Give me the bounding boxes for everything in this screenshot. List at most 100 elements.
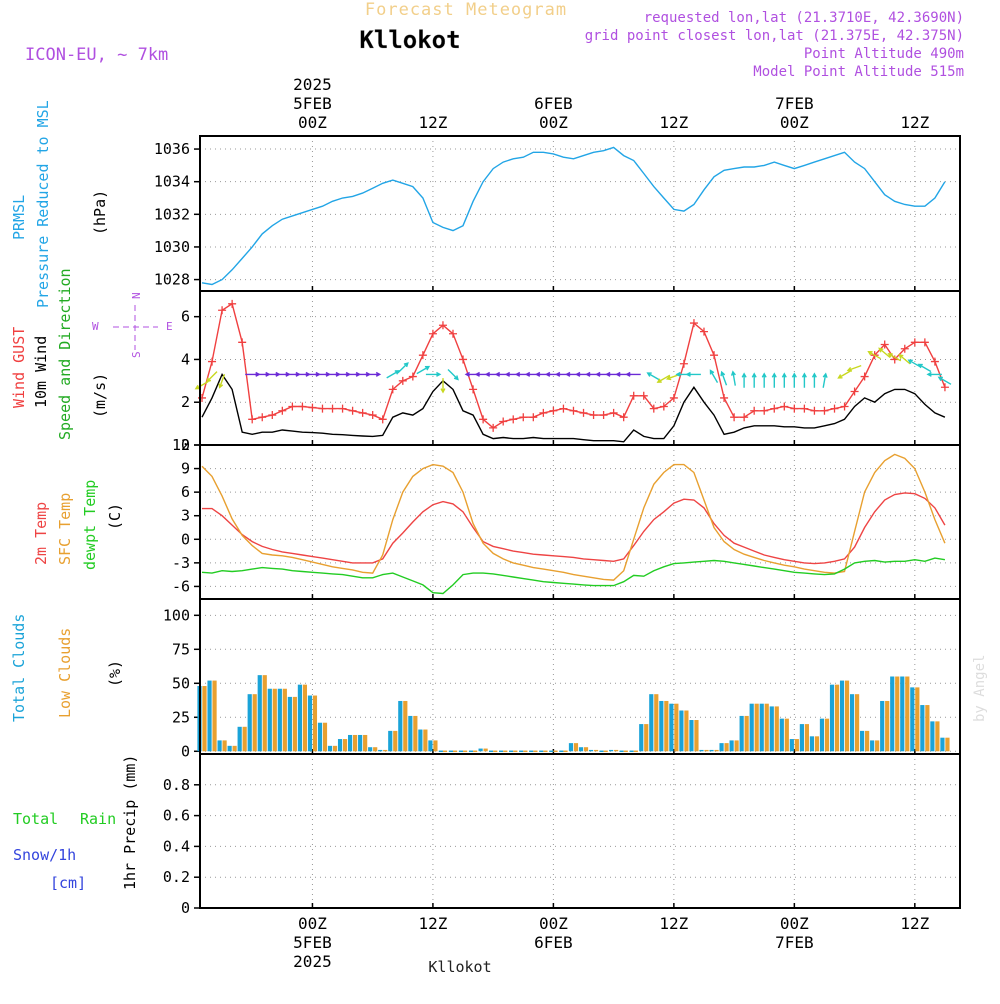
top-axis-label: 00Z — [780, 113, 809, 132]
gust-marker — [428, 329, 437, 338]
footer-location: Kllokot — [428, 958, 491, 976]
low-cloud-bar — [915, 687, 920, 752]
low-cloud-bar — [322, 722, 328, 752]
total-cloud-bar — [789, 739, 794, 752]
rain-label: Rain — [80, 810, 116, 828]
wind-direction-arrow — [761, 372, 767, 388]
low-cloud-bar — [905, 676, 910, 752]
gust-marker — [810, 406, 819, 415]
bottom-axis-label: 2025 — [293, 952, 332, 971]
2m-temp-line — [202, 492, 946, 565]
sfc-label: SFC Temp — [56, 493, 74, 565]
total-cloud-bar — [880, 700, 885, 752]
compass-e: E — [166, 320, 173, 333]
total-cloud-bar — [659, 700, 664, 752]
low-cloud-bar — [784, 718, 789, 752]
total-cloud-bar — [829, 684, 835, 752]
low-cloud-bar — [704, 749, 709, 752]
low-cloud-bar — [433, 740, 438, 752]
wind-direction-arrow — [386, 370, 401, 379]
bottom-axis-label: 12Z — [659, 914, 688, 933]
dewpt-temp-line — [201, 557, 946, 595]
low-cloud-bar — [774, 706, 779, 752]
cloud-unit: (%) — [106, 660, 124, 687]
low-cloud-bar — [754, 703, 759, 752]
snow-label: Snow/1h — [13, 846, 76, 864]
gust-marker — [398, 376, 407, 385]
gust-marker — [208, 357, 217, 366]
total-cloud-bar — [428, 740, 433, 752]
top-axis-label: 12Z — [900, 113, 929, 132]
panels: 102810301032103410360246-6-3036912025507… — [154, 135, 961, 917]
wind-direction-arrow — [447, 369, 459, 381]
total-cloud-bar — [337, 739, 343, 752]
wind-direction-arrow — [416, 365, 431, 375]
gust-marker — [780, 402, 789, 411]
total-cloud-bar — [709, 749, 714, 752]
top-axis-label: 6FEB — [534, 94, 573, 113]
total-cloud-bar — [478, 748, 483, 752]
total-cloud-bar — [568, 743, 574, 752]
gust-marker — [699, 327, 708, 336]
y-tick-label: 0.8 — [163, 776, 190, 794]
gust-marker — [358, 408, 367, 417]
compass-n: N — [130, 292, 143, 299]
low-cloud-bar — [252, 694, 257, 752]
wind-direction-arrow — [811, 372, 817, 388]
gust-marker — [689, 319, 698, 328]
gust-marker — [328, 404, 337, 413]
bottom-axis-label: 12Z — [418, 914, 447, 933]
total-cloud-bar — [217, 740, 222, 752]
gust-marker — [930, 357, 939, 366]
wind-direction-arrow — [837, 370, 851, 379]
wind-direction-arrow — [625, 371, 641, 377]
low-cloud-bar — [865, 730, 870, 752]
total-cloud-bar — [358, 734, 363, 752]
total-cloud-bar — [729, 740, 734, 752]
total-cloud-bar — [669, 703, 674, 752]
low-cloud-bar — [373, 747, 378, 752]
y-tick-label: 1030 — [154, 238, 190, 256]
total-cloud-bar — [257, 675, 262, 752]
low-cloud-bar — [232, 745, 237, 752]
y-tick-label: 100 — [163, 606, 190, 624]
y-tick-label: 25 — [172, 708, 190, 726]
10m-wind-line — [201, 372, 946, 443]
low-cloud-bar — [342, 739, 348, 752]
total-cloud-bar — [819, 718, 825, 752]
low-cloud-bar — [242, 726, 247, 752]
low-cloud-bar — [353, 734, 358, 752]
y-tick-label: 0.6 — [163, 807, 190, 825]
low-cloud-bar — [282, 688, 287, 752]
total-cloud-bar — [578, 747, 584, 752]
bottom-axis-label: 00Z — [780, 914, 809, 933]
total-cloud-bar — [699, 749, 704, 752]
wind-direction-arrow — [822, 372, 828, 388]
model-point-altitude: Model Point Altitude 515m — [753, 64, 964, 80]
temp-panel: -6 -3 0 3 6 9 12 — [172, 436, 961, 600]
bottom-axis-label: 5FEB — [293, 933, 332, 952]
low-cloud-bar — [363, 734, 368, 752]
gust-marker — [569, 406, 578, 415]
gust-marker — [710, 351, 719, 360]
pressure-label-2: Pressure Reduced to MSL — [34, 100, 52, 308]
low-cloud-bar — [292, 696, 297, 752]
low-cloud-bar — [854, 694, 860, 752]
total-cloud-bar — [267, 688, 272, 752]
wind-direction-arrow — [397, 362, 409, 374]
y-tick-label: 0 — [181, 530, 190, 548]
wind-direction-arrow — [720, 370, 728, 386]
y-tick-label: -6 — [172, 577, 190, 595]
low-clouds-label: Low Clouds — [56, 628, 74, 718]
gust-marker — [579, 408, 588, 417]
low-cloud-bar — [583, 747, 589, 752]
low-cloud-bar — [945, 737, 950, 752]
bottom-axis-label: 12Z — [900, 914, 929, 933]
gust-marker — [730, 413, 739, 422]
total-cloud-bar — [870, 740, 875, 752]
low-cloud-bar — [875, 740, 880, 752]
low-cloud-bar — [483, 748, 488, 752]
y-tick-label: 2 — [181, 393, 190, 411]
